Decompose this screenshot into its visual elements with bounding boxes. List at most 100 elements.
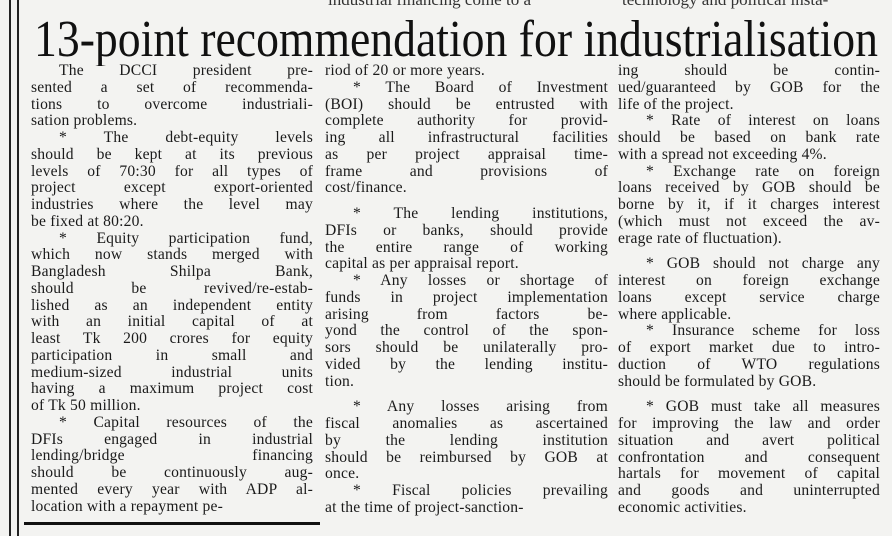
text-line: loans received by GOB should be <box>618 179 880 197</box>
text-line: as per project appraisal time- <box>325 145 608 163</box>
article-paragraph: * GOB must take all measures for improvin… <box>618 398 880 516</box>
article-paragraph: * Any losses arising from fiscal anomalie… <box>325 398 608 483</box>
text-line: at the time of project-sanction- <box>325 498 524 516</box>
text-line: * Exchange rate on foreign <box>646 162 880 180</box>
text-line: vided by the lending institu- <box>325 355 608 373</box>
text-line: fiscal anomalies as ascertained <box>325 415 608 432</box>
text-line: having a maximum project cost <box>31 380 313 398</box>
text-line: tion. <box>325 372 355 390</box>
text-line: should be kept at its previous <box>31 145 313 163</box>
text-line: duction of WTO regulations <box>618 355 880 373</box>
text-line: situation and avert political <box>618 431 880 449</box>
text-line: * GOB should not charge any <box>646 255 880 273</box>
text-line: tions to overcome industriali- <box>31 95 313 113</box>
headline-text: 13-point recommendation for industrialis… <box>34 11 878 66</box>
article-paragraph: * The debt-equity levels should be kept a… <box>31 129 313 231</box>
article-column-3: ing should be contin-ued/guaranteed by G… <box>618 62 880 517</box>
text-line: lending/bridge financing <box>31 447 313 465</box>
text-line: yond the control of the spon- <box>325 322 608 340</box>
text-line: * Fiscal policies prevailing <box>353 482 608 499</box>
text-line: (BOI) should be entrusted with <box>325 95 608 113</box>
text-line: The DCCI president pre- <box>59 62 313 79</box>
text-line: DFIs engaged in industrial <box>31 430 313 448</box>
text-line: where applicable. <box>618 305 732 323</box>
text-line: * Any losses or shortage of <box>353 272 608 289</box>
text-line: by the lending institution <box>325 431 608 449</box>
text-line: lished as an independent entity <box>31 296 313 314</box>
article-paragraph: ing should be contin-ued/guaranteed by G… <box>618 62 880 113</box>
article-paragraph: The DCCI president pre-sented a set of r… <box>31 62 313 130</box>
text-line: once. <box>325 465 360 483</box>
previous-article-fragment: industrial financing come to a <box>328 0 531 8</box>
text-line: be fixed at 80:20. <box>31 212 144 230</box>
text-line: * Any losses arising from <box>353 398 608 416</box>
text-line: ing should be contin- <box>618 62 880 79</box>
text-line: * GOB must take all measures <box>646 398 880 416</box>
text-line: life of the project. <box>618 95 734 113</box>
article-paragraph: * Capital resources of the DFIs engaged i… <box>31 413 313 516</box>
column-rule-inner <box>17 0 19 536</box>
text-line: should be based on bank rate <box>618 129 880 146</box>
text-line: with an initial capital of at <box>31 313 313 331</box>
text-line: levels of 70:30 for all types of <box>31 162 313 180</box>
text-line: funds in project implementation <box>325 288 608 306</box>
text-line: economic activities. <box>618 498 747 516</box>
text-line: * The Board of Investment <box>353 78 608 96</box>
text-line: * The lending institutions, <box>353 205 608 222</box>
text-line: location with a repayment pe- <box>31 497 223 515</box>
text-line: confrontation and consequent <box>618 448 880 466</box>
text-line: which now stands merged with <box>31 246 313 264</box>
article-paragraph: * Insurance scheme for loss of export mar… <box>618 322 880 390</box>
text-line: frame and provisions of <box>325 162 608 180</box>
previous-article-fragment: technology and political insta- <box>622 0 828 8</box>
text-line: DFIs or banks, should provide <box>325 221 608 239</box>
text-line: and goods and uninterrupted <box>618 482 880 499</box>
text-line: should be revived/re-estab- <box>31 279 313 297</box>
text-line: mented every year with ADP al- <box>31 480 313 498</box>
article-paragraph: * Fiscal policies prevailing at the time … <box>325 482 608 517</box>
text-line: should be formulated by GOB. <box>618 372 817 390</box>
text-line: with a spread not exceeding 4%. <box>618 145 827 163</box>
text-line: sors should be unilaterally pro- <box>325 339 608 356</box>
text-line: * Rate of interest on loans <box>646 112 880 130</box>
article-column-1: The DCCI president pre-sented a set of r… <box>31 62 313 516</box>
text-line: should be reimbursed by GOB at <box>325 448 608 466</box>
article-paragraph: * Equity participation fund, which now st… <box>31 229 313 415</box>
article-paragraph: * The Board of Investment (BOI) should be… <box>325 78 608 197</box>
text-line: of Tk 50 million. <box>31 397 141 414</box>
text-line: sented a set of recommenda- <box>31 78 313 96</box>
text-line: project except export-oriented <box>31 179 313 197</box>
bottom-rule <box>24 522 320 525</box>
text-line: * Capital resources of the <box>59 413 313 431</box>
text-line: of export market due to intro- <box>618 339 880 356</box>
text-line: arising from factors be- <box>325 305 608 323</box>
text-line: the entire range of working <box>325 238 608 256</box>
text-line: cost/finance. <box>325 179 407 197</box>
text-line: hartals for movement of capital <box>618 465 880 483</box>
text-line: * The debt-equity levels <box>59 129 313 146</box>
text-line: borne by it, if it charges interest <box>618 196 880 213</box>
text-line: sation problems. <box>31 112 138 130</box>
text-line: participation in small and <box>31 346 313 364</box>
text-line: industries where the level may <box>31 196 313 213</box>
text-line: loans except service charge <box>618 288 880 306</box>
text-line: erage rate of fluctuation). <box>618 229 782 247</box>
text-line: ued/guaranteed by GOB for the <box>618 78 880 96</box>
article-paragraph: * Any losses or shortage of funds in proj… <box>325 272 608 390</box>
article-paragraph: * The lending institutions, DFIs or banks… <box>325 205 608 273</box>
text-line: should be continuously aug- <box>31 464 313 481</box>
article-paragraph: * Exchange rate on foreign loans received… <box>618 162 880 248</box>
article-column-2: riod of 20 or more years. * The Board of … <box>325 62 608 517</box>
text-line: ing all infrastructural facilities <box>325 129 608 146</box>
text-line: least Tk 200 crores for equity <box>31 330 313 347</box>
text-line: capital as per appraisal report. <box>325 255 519 273</box>
text-line: * Equity participation fund, <box>59 229 313 247</box>
text-line: (which must not exceed the av- <box>618 212 880 230</box>
article-paragraph: * GOB should not charge any interest on f… <box>618 255 880 323</box>
column-rule-left <box>9 0 11 536</box>
text-line: for improving the law and order <box>618 415 880 432</box>
text-line: medium-sized industrial units <box>31 363 313 381</box>
text-line: interest on foreign exchange <box>618 272 880 289</box>
article-paragraph: * Rate of interest on loans should be bas… <box>618 112 880 163</box>
text-line: riod of 20 or more years. <box>325 62 486 79</box>
